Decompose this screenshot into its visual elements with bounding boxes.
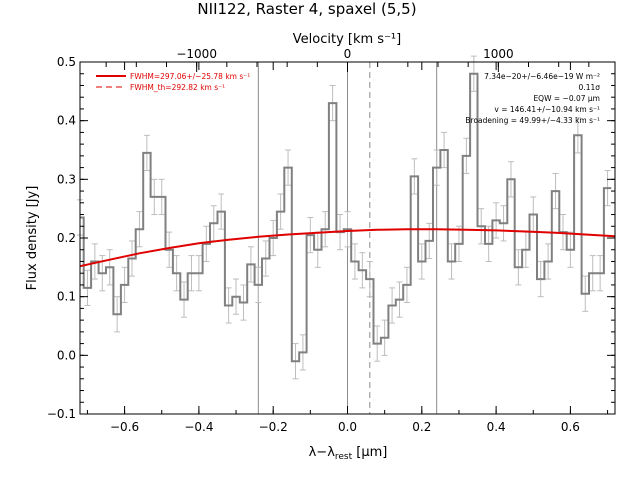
legend-label-fwhm-th: FWHM_th=292.82 km s⁻¹ — [130, 83, 225, 92]
chart-title: NII122, Raster 4, spaxel (5,5) — [197, 0, 416, 18]
y-tick-label: −0.1 — [47, 407, 76, 421]
legend: FWHM=297.06+/−25.78 km s⁻¹ FWHM_th=292.8… — [96, 72, 250, 92]
plot-area: −0.6 −0.4 −0.2 0.0 0.2 0.4 0.6 −0.1 0.0 0.1 0.2 0.3… — [47, 47, 616, 434]
top-axis-label: Velocity [km s⁻¹] — [293, 32, 401, 47]
x-tick-label: 0.6 — [561, 420, 580, 434]
top-tick-label: 1000 — [483, 47, 514, 61]
annotation-eqw: EQW = −0.07 μm — [533, 94, 600, 103]
fit-curve — [79, 228, 616, 268]
annotation-line-flux: 7.34e−20+/−6.46e−19 W m⁻² — [484, 72, 600, 81]
y-tick-label: 0.2 — [57, 231, 76, 245]
x-axis-label-main: λ−λ — [309, 445, 336, 460]
x-axis-label-subscript: rest — [335, 452, 353, 462]
annotation-velocity: v = 146.41+/−10.94 km s⁻¹ — [494, 105, 600, 114]
x-tick-label: −0.2 — [259, 420, 288, 434]
x-tick-label: −0.6 — [110, 420, 139, 434]
x-axis-label: λ−λrest [μm] — [309, 445, 388, 462]
top-tick-label: 0 — [344, 47, 352, 61]
y-tick-label: 0.1 — [57, 290, 76, 304]
x-tick-label: 0.2 — [412, 420, 431, 434]
y-axis-label: Flux density [Jy] — [25, 186, 40, 291]
x-tick-label: 0.4 — [487, 420, 506, 434]
spectrum-histogram — [80, 72, 612, 363]
annotation-broadening: Broadening = 49.99+/−4.33 km s⁻¹ — [465, 116, 600, 125]
y-tick-label: 0.0 — [57, 348, 76, 362]
x-axis-label-unit: [μm] — [352, 445, 387, 460]
x-tick-label: −0.4 — [184, 420, 213, 434]
y-tick-label: 0.4 — [57, 114, 76, 128]
y-tick-label: 0.5 — [57, 55, 76, 69]
y-tick-label: 0.3 — [57, 172, 76, 186]
legend-label-fwhm: FWHM=297.06+/−25.78 km s⁻¹ — [130, 72, 250, 81]
annotation-significance: 0.11σ — [579, 83, 601, 92]
top-tick-label: −1000 — [176, 47, 217, 61]
fit-annotations: 7.34e−20+/−6.46e−19 W m⁻² 0.11σ EQW = −0… — [465, 72, 600, 125]
x-tick-label: 0.0 — [338, 420, 357, 434]
